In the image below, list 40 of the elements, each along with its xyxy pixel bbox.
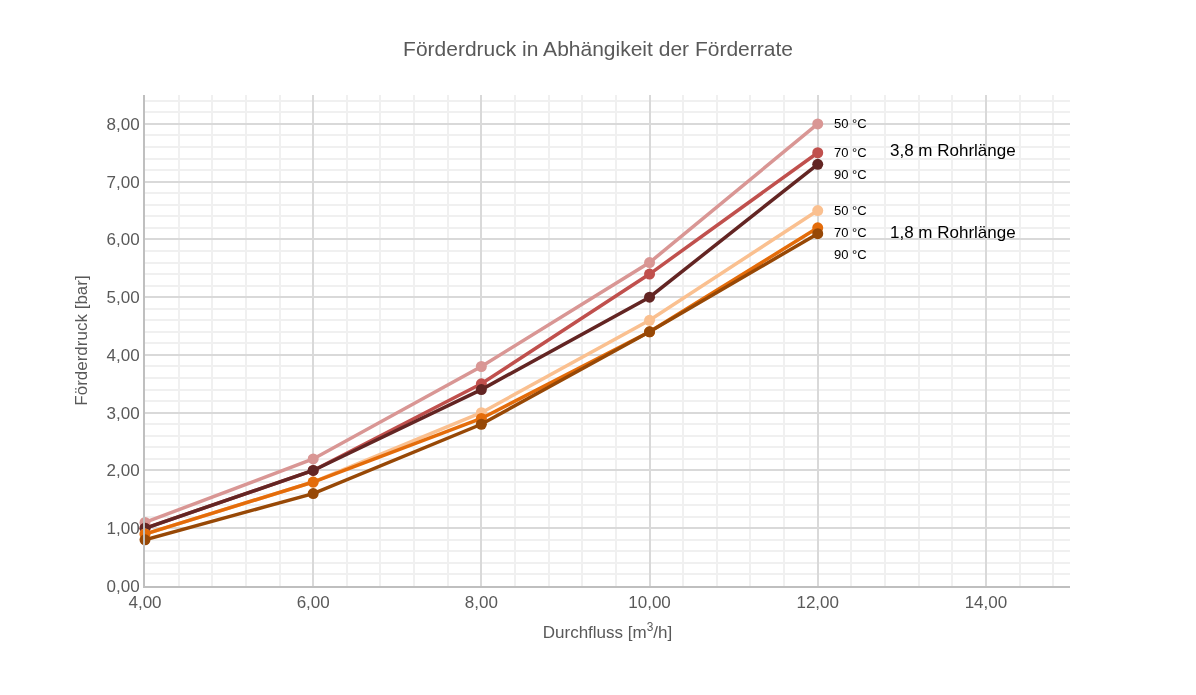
y-axis-title: Förderdruck [bar] xyxy=(71,275,91,406)
point xyxy=(812,147,824,159)
x-tick-label: 6,00 xyxy=(296,593,330,613)
y-tick-label: 6,00 xyxy=(106,230,140,250)
series-label: 50 °C xyxy=(834,203,867,218)
point xyxy=(475,418,487,430)
x-tick-label: 4,00 xyxy=(128,593,162,613)
x-tick-label: 8,00 xyxy=(464,593,498,613)
point xyxy=(644,257,656,269)
x-axis-title: Durchfluss [m$^{3}$/h] xyxy=(542,620,673,643)
x-tick-label: 14,00 xyxy=(964,593,1008,613)
series-label: 70 °C xyxy=(834,145,867,160)
y-tick-label: 8,00 xyxy=(106,114,140,134)
point xyxy=(307,453,319,465)
point xyxy=(644,268,656,280)
series-label: 70 °C xyxy=(834,225,867,240)
annotation: 3,8 m Rohrlänge xyxy=(890,141,1016,160)
point xyxy=(644,314,656,326)
x-tick-label: 10,00 xyxy=(628,593,671,613)
y-tick-label: 5,00 xyxy=(106,288,140,308)
point xyxy=(812,228,824,240)
y-tick-label: 3,00 xyxy=(106,403,140,423)
y-tick-label: 4,00 xyxy=(106,345,140,365)
y-tick-label: 1,00 xyxy=(106,519,140,539)
series-label: 90 °C xyxy=(834,247,867,262)
y-tick-label: 7,00 xyxy=(106,172,140,192)
y-tick-label: 0,00 xyxy=(106,576,140,596)
point xyxy=(475,360,487,372)
annotation: 1,8 m Rohrlänge xyxy=(890,223,1016,242)
point xyxy=(812,205,824,217)
point xyxy=(307,488,319,500)
chart-title: Förderdruck in Abhängikeit der Förderrate xyxy=(403,37,793,60)
point xyxy=(644,291,656,303)
series-label: 50 °C xyxy=(834,116,867,131)
point xyxy=(812,118,824,130)
series-label: 90 °C xyxy=(834,167,867,182)
point xyxy=(812,158,824,170)
y-tick-label: 2,00 xyxy=(106,461,140,481)
point xyxy=(475,384,487,396)
x-tick-label: 12,00 xyxy=(796,593,839,613)
